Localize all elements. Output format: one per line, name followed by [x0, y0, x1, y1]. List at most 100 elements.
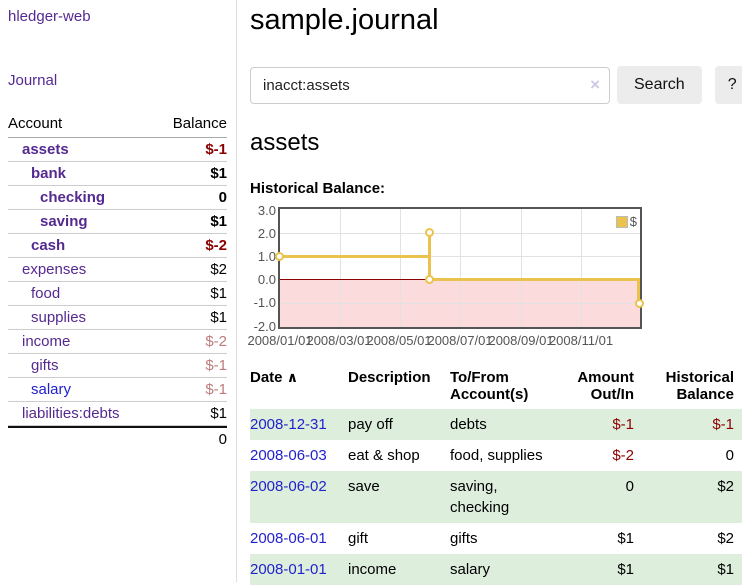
- account-link-gifts[interactable]: gifts: [31, 357, 59, 374]
- accounts-table-header: Account Balance: [8, 113, 227, 138]
- data-point: [425, 275, 434, 284]
- transaction-accounts: gifts: [450, 530, 478, 547]
- account-link-food[interactable]: food: [31, 285, 61, 302]
- account-link-assets[interactable]: assets: [22, 141, 69, 158]
- register-row[interactable]: 2008-06-01 gift gifts $1 $2: [250, 523, 742, 554]
- series-line-segment: [637, 278, 640, 305]
- transaction-amount: $1: [617, 561, 634, 578]
- gridline: [280, 256, 640, 257]
- transaction-description: eat & shop: [348, 447, 420, 464]
- register-row[interactable]: 2008-01-01 income salary $1 $1: [250, 554, 742, 585]
- data-point: [425, 228, 434, 237]
- transaction-accounts: food, supplies: [450, 447, 543, 464]
- y-tick-label: -2.0: [253, 319, 276, 334]
- register-table: Date ∧ Description To/From Account(s) Am…: [250, 367, 742, 585]
- transaction-amount: 0: [625, 478, 634, 495]
- account-link-income[interactable]: income: [22, 333, 71, 350]
- register-row[interactable]: 2008-06-02 save saving, checking 0 $2: [250, 471, 742, 523]
- account-link-cash[interactable]: cash: [31, 237, 66, 254]
- sidebar: hledger-web Journal Account Balance asse…: [0, 0, 237, 582]
- app-title: hledger-web: [8, 8, 227, 25]
- transaction-description: income: [348, 561, 397, 578]
- chart-legend: $: [615, 214, 637, 229]
- col-date-label: Date: [250, 369, 283, 386]
- col-amount-header: Amount Out/In: [577, 369, 634, 403]
- transaction-balance: $2: [717, 530, 734, 547]
- account-link-expenses[interactable]: expenses: [22, 261, 87, 278]
- transaction-accounts: salary: [450, 561, 491, 578]
- gridline: [460, 209, 461, 327]
- account-row-income: income $-2: [8, 330, 227, 354]
- col-date-header[interactable]: Date ∧: [250, 367, 348, 409]
- account-balance: $1: [210, 213, 227, 230]
- account-balance: $1: [210, 285, 227, 302]
- transaction-date-link[interactable]: 2008-12-31: [250, 416, 327, 433]
- gridline: [581, 209, 582, 327]
- account-row-expenses: expenses $2: [8, 258, 227, 282]
- x-tick-label: 2008/09/01: [488, 333, 554, 348]
- account-balance: $-1: [205, 141, 227, 158]
- gridline: [280, 233, 640, 234]
- account-row-supplies: supplies $1: [8, 306, 227, 330]
- accounts-table: Account Balance assets $-1 bank $1 check…: [8, 113, 227, 451]
- gridline: [400, 209, 401, 327]
- x-tick-label: 2008/01/01: [247, 333, 313, 348]
- account-row-bank: bank $1: [8, 162, 227, 186]
- account-link-liabilities-debts[interactable]: liabilities:debts: [22, 405, 120, 422]
- data-point: [635, 299, 644, 308]
- legend-label: $: [629, 214, 637, 229]
- account-balance: 0: [218, 189, 227, 206]
- search-button[interactable]: Search: [617, 66, 702, 104]
- transaction-amount: $-1: [612, 416, 634, 433]
- register-header-row: Date ∧ Description To/From Account(s) Am…: [250, 367, 742, 409]
- col-balance-label: Balance: [172, 115, 227, 132]
- col-account-label: Account: [8, 115, 63, 132]
- transaction-amount: $1: [617, 530, 634, 547]
- account-heading: assets: [250, 129, 320, 156]
- gridline: [521, 209, 522, 327]
- help-button[interactable]: ?: [714, 66, 742, 104]
- transaction-description: gift: [348, 530, 369, 547]
- transaction-balance: $1: [717, 561, 734, 578]
- transaction-date-link[interactable]: 2008-06-01: [250, 530, 327, 547]
- transaction-accounts: debts: [450, 416, 487, 433]
- y-tick-label: -1.0: [253, 295, 276, 310]
- account-link-salary[interactable]: salary: [31, 381, 72, 398]
- search-input[interactable]: [250, 66, 610, 104]
- account-balance: $-2: [205, 237, 227, 254]
- legend-swatch: [615, 215, 628, 228]
- clear-search-icon[interactable]: ×: [590, 74, 600, 94]
- register-row[interactable]: 2008-06-03 eat & shop food, supplies $-2…: [250, 440, 742, 471]
- account-link-checking[interactable]: checking: [40, 189, 106, 206]
- sidebar-nav: Journal: [8, 72, 227, 89]
- col-balance-header: Historical Balance: [665, 369, 734, 403]
- nav-journal-link[interactable]: Journal: [8, 72, 58, 89]
- y-tick-label: 3.0: [257, 203, 276, 218]
- y-tick-label: 2.0: [257, 226, 276, 241]
- account-balance: $1: [210, 405, 227, 422]
- account-link-saving[interactable]: saving: [40, 213, 88, 230]
- gridline: [340, 209, 341, 327]
- account-balance: $-1: [205, 357, 227, 374]
- transaction-balance: $2: [717, 478, 734, 495]
- sort-asc-icon: ∧: [286, 369, 299, 385]
- account-balance: $-2: [205, 333, 227, 350]
- transaction-accounts: saving, checking: [450, 478, 510, 516]
- transaction-date-link[interactable]: 2008-01-01: [250, 561, 327, 578]
- account-balance: $1: [210, 309, 227, 326]
- col-description-header: Description: [348, 369, 431, 386]
- y-tick-label: 1.0: [257, 249, 276, 264]
- account-link-bank[interactable]: bank: [31, 165, 67, 182]
- transaction-date-link[interactable]: 2008-06-02: [250, 478, 327, 495]
- register-row[interactable]: 2008-12-31 pay off debts $-1 $-1: [250, 409, 742, 440]
- account-link-supplies[interactable]: supplies: [31, 309, 87, 326]
- account-row-gifts: gifts $-1: [8, 354, 227, 378]
- app-title-link[interactable]: hledger-web: [8, 8, 91, 25]
- chart-plot-area: $: [275, 207, 644, 329]
- x-tick-label: 2008/05/01: [366, 333, 432, 348]
- account-row-assets: assets $-1: [8, 138, 227, 162]
- transaction-balance: $-1: [712, 416, 734, 433]
- gridline: [280, 303, 640, 304]
- transaction-date-link[interactable]: 2008-06-03: [250, 447, 327, 464]
- series-line-segment: [428, 278, 640, 281]
